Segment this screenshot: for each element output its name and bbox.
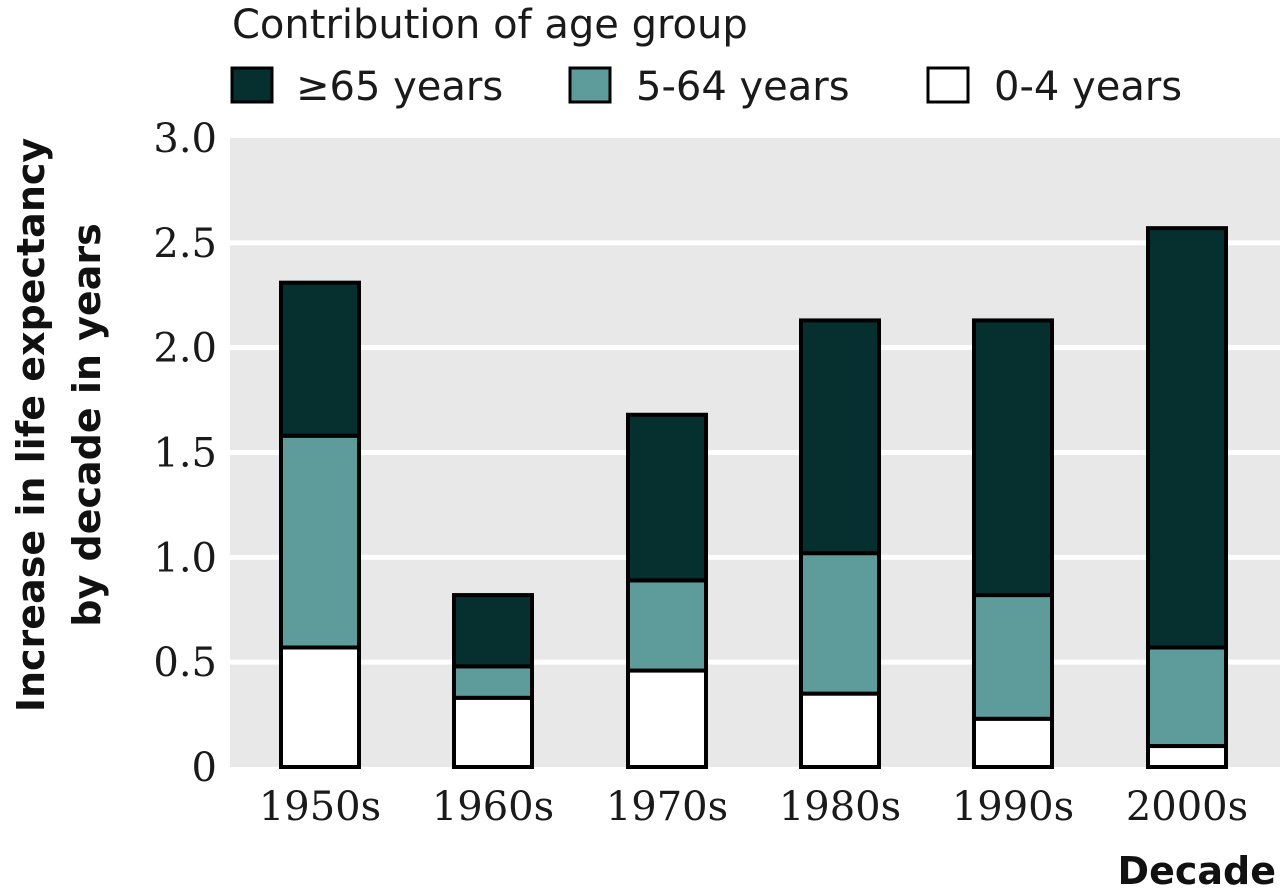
x-tick-label: 1960s bbox=[432, 784, 554, 830]
bar-segment-5-64-years bbox=[972, 593, 1054, 721]
bar-stack-1950s bbox=[279, 280, 361, 769]
x-tick-label: 1990s bbox=[952, 784, 1074, 830]
bar-segment-5-64-years bbox=[626, 578, 708, 673]
bar-segment-0-4-years bbox=[452, 695, 534, 769]
x-tick-label: 1950s bbox=[259, 784, 381, 830]
y-tick-label: 0 bbox=[192, 745, 217, 791]
legend-label-65-years: ≥65 years bbox=[296, 64, 503, 110]
legend-label-5-64-years: 5-64 years bbox=[636, 64, 850, 110]
bar-segment-65-years bbox=[279, 280, 361, 438]
bar-segment-0-4-years bbox=[799, 691, 881, 769]
bar-stack-1990s bbox=[972, 318, 1054, 770]
bar-segment-5-64-years bbox=[452, 664, 534, 700]
bar-segment-65-years bbox=[626, 412, 708, 583]
y-axis-title-line-1: Increase in life expectancy bbox=[9, 138, 53, 713]
legend: ≥65 years 5-64 years 0-4 years bbox=[230, 64, 1182, 110]
legend-title: Contribution of age group bbox=[232, 2, 748, 48]
legend-swatch-65-years bbox=[230, 66, 274, 104]
y-tick-label: 3.0 bbox=[153, 116, 217, 162]
bar-stack-2000s bbox=[1146, 226, 1228, 769]
y-axis-title-line-2: by decade in years bbox=[65, 223, 109, 626]
legend-swatch-0-4-years bbox=[926, 66, 970, 104]
bar-segment-65-years bbox=[972, 318, 1054, 598]
y-tick-label: 0.5 bbox=[153, 640, 217, 686]
bar-segment-0-4-years bbox=[972, 716, 1054, 770]
bar-segment-0-4-years bbox=[1146, 744, 1228, 769]
x-axis-title: Decade bbox=[1118, 849, 1276, 893]
y-tick-label: 1.0 bbox=[153, 535, 217, 581]
y-tick-label: 2.5 bbox=[153, 221, 217, 267]
y-tick-label: 2.0 bbox=[153, 326, 217, 372]
x-tick-label: 1980s bbox=[779, 784, 901, 830]
bar-stack-1960s bbox=[452, 593, 534, 769]
x-tick-label: 2000s bbox=[1126, 784, 1248, 830]
bar-segment-5-64-years bbox=[1146, 645, 1228, 749]
x-tick-label: 1970s bbox=[606, 784, 728, 830]
bar-segment-0-4-years bbox=[626, 668, 708, 770]
bar-stack-1980s bbox=[799, 318, 881, 769]
bar-segment-5-64-years bbox=[799, 551, 881, 696]
bar-segment-5-64-years bbox=[279, 433, 361, 650]
bar-stack-1970s bbox=[626, 412, 708, 770]
legend-swatch-5-64-years bbox=[568, 66, 612, 104]
bar-segment-65-years bbox=[799, 318, 881, 556]
legend-label-0-4-years: 0-4 years bbox=[994, 64, 1182, 110]
bar-segment-0-4-years bbox=[279, 645, 361, 769]
y-tick-label: 1.5 bbox=[153, 431, 217, 477]
bar-segment-65-years bbox=[452, 593, 534, 669]
bar-segment-65-years bbox=[1146, 226, 1228, 650]
